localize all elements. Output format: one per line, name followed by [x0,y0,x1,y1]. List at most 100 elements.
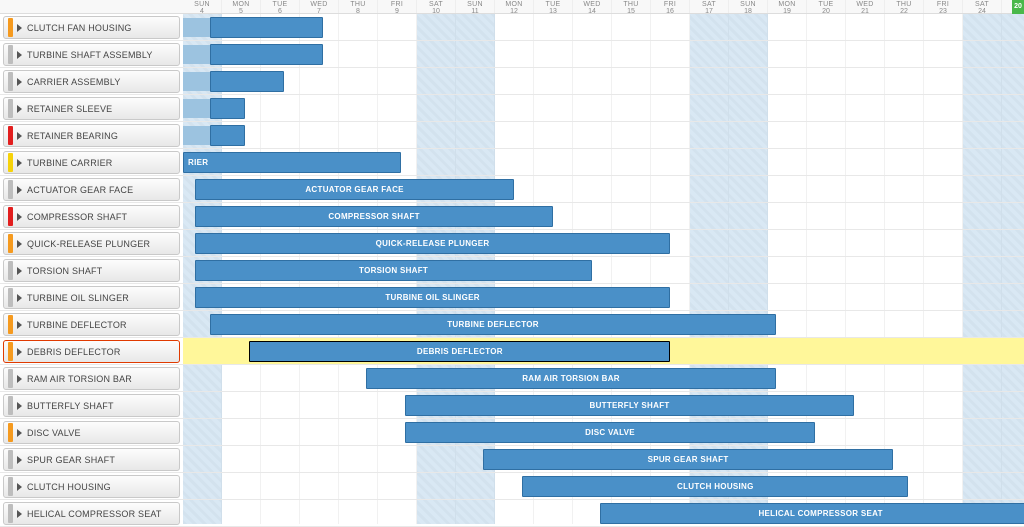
day-number: 18 [729,8,767,15]
gantt-bar[interactable]: SPUR GEAR SHAFT [483,449,893,470]
day-of-week: WED [846,1,884,8]
gantt-bar[interactable]: HELICAL COMPRESSOR SEAT [600,503,1024,524]
gantt-chart: SUN4MON5TUE6WED7THU8FRI9SAT10SUN11MON12T… [0,0,1024,524]
gantt-bar[interactable]: DISC VALVE [405,422,815,443]
day-header: WED21 [846,0,885,13]
task-cell[interactable]: RETAINER BEARING [3,124,180,147]
task-rows: CLUTCH FAN HOUSING TURBINE SHAFT ASSEMBLY… [0,14,1024,527]
day-header: MON12 [495,0,534,13]
day-header: MON19 [768,0,807,13]
header-sidebar-spacer [0,0,183,14]
gantt-bar[interactable] [210,17,323,38]
task-cell[interactable]: SPUR GEAR SHAFT [3,448,180,471]
day-number: 16 [651,8,689,15]
priority-flag [8,288,13,307]
day-number: 24 [963,8,1001,15]
day-number: 6 [261,8,299,15]
day-header: THU15 [612,0,651,13]
gantt-bar[interactable]: TURBINE DEFLECTOR [210,314,776,335]
expand-icon[interactable] [17,483,22,491]
gantt-bar[interactable]: QUICK-RELEASE PLUNGER [195,233,671,254]
day-header: THU8 [339,0,378,13]
gantt-bar[interactable]: RAM AIR TORSION BAR [366,368,776,389]
task-cell[interactable]: CLUTCH HOUSING [3,475,180,498]
expand-icon[interactable] [17,402,22,410]
expand-icon[interactable] [17,105,22,113]
task-label: TURBINE DEFLECTOR [27,320,127,330]
task-cell[interactable]: TORSION SHAFT [3,259,180,282]
expand-icon[interactable] [17,456,22,464]
expand-icon[interactable] [17,24,22,32]
task-cell[interactable]: HELICAL COMPRESSOR SEAT [3,502,180,525]
expand-icon[interactable] [17,159,22,167]
expand-icon[interactable] [17,51,22,59]
expand-icon[interactable] [17,375,22,383]
expand-icon[interactable] [17,510,22,518]
task-label: HELICAL COMPRESSOR SEAT [27,509,162,519]
gantt-bar[interactable]: ACTUATOR GEAR FACE [195,179,515,200]
day-header: SAT10 [417,0,456,13]
gantt-bar[interactable]: CLUTCH HOUSING [522,476,908,497]
task-label: ACTUATOR GEAR FACE [27,185,133,195]
task-lead-segment [183,99,210,118]
day-header: FRI16 [651,0,690,13]
priority-flag [8,72,13,91]
gantt-bar[interactable]: COMPRESSOR SHAFT [195,206,554,227]
expand-icon[interactable] [17,321,22,329]
day-number: 23 [924,8,962,15]
task-cell[interactable]: TURBINE CARRIER [3,151,180,174]
task-cell[interactable]: DEBRIS DEFLECTOR [3,340,180,363]
expand-icon[interactable] [17,186,22,194]
expand-icon[interactable] [17,213,22,221]
expand-icon[interactable] [17,429,22,437]
day-header: SUN11 [456,0,495,13]
task-cell[interactable]: TURBINE OIL SLINGER [3,286,180,309]
gantt-bar-label: DISC VALVE [585,428,635,437]
gantt-bar-label: BUTTERFLY SHAFT [590,401,670,410]
gantt-bar[interactable] [210,98,245,119]
gantt-bar[interactable]: DEBRIS DEFLECTOR [249,341,670,362]
expand-icon[interactable] [17,78,22,86]
expand-icon[interactable] [17,348,22,356]
day-header: WED7 [300,0,339,13]
gantt-bar-label: HELICAL COMPRESSOR SEAT [758,509,882,518]
task-cell[interactable]: ACTUATOR GEAR FACE [3,178,180,201]
task-cell[interactable]: RAM AIR TORSION BAR [3,367,180,390]
gantt-bar[interactable] [210,44,323,65]
expand-icon[interactable] [17,132,22,140]
priority-flag [8,207,13,226]
day-number: 4 [183,8,221,15]
gantt-bar-label: TURBINE DEFLECTOR [447,320,539,329]
expand-icon[interactable] [17,240,22,248]
gantt-bar[interactable] [210,71,284,92]
expand-icon[interactable] [17,294,22,302]
task-cell[interactable]: DISC VALVE [3,421,180,444]
task-cell[interactable]: TURBINE DEFLECTOR [3,313,180,336]
day-number: 15 [612,8,650,15]
timeline-header: SUN4MON5TUE6WED7THU8FRI9SAT10SUN11MON12T… [183,0,1024,14]
expand-icon[interactable] [17,267,22,275]
task-label: TURBINE SHAFT ASSEMBLY [27,50,153,60]
gantt-bar[interactable]: BUTTERFLY SHAFT [405,395,854,416]
task-cell[interactable]: TURBINE SHAFT ASSEMBLY [3,43,180,66]
gantt-bar-label: DEBRIS DEFLECTOR [417,347,503,356]
day-number: 20 [807,8,845,15]
task-label: RETAINER SLEEVE [27,104,112,114]
task-cell[interactable]: BUTTERFLY SHAFT [3,394,180,417]
gantt-bar[interactable]: TURBINE OIL SLINGER [195,287,671,308]
task-row: CLUTCH FAN HOUSING [0,14,1024,41]
gantt-bar[interactable] [210,125,245,146]
task-cell[interactable]: RETAINER SLEEVE [3,97,180,120]
task-label: QUICK-RELEASE PLUNGER [27,239,150,249]
day-of-week: FRI [651,1,689,8]
green-marker-label: 20 [1012,0,1024,14]
task-label: TURBINE CARRIER [27,158,113,168]
gantt-bar[interactable]: TORSION SHAFT [195,260,593,281]
gantt-bar[interactable]: RIER [183,152,401,173]
task-cell[interactable]: CLUTCH FAN HOUSING [3,16,180,39]
priority-flag [8,99,13,118]
day-of-week: FRI [378,1,416,8]
task-cell[interactable]: COMPRESSOR SHAFT [3,205,180,228]
task-cell[interactable]: QUICK-RELEASE PLUNGER [3,232,180,255]
task-cell[interactable]: CARRIER ASSEMBLY [3,70,180,93]
